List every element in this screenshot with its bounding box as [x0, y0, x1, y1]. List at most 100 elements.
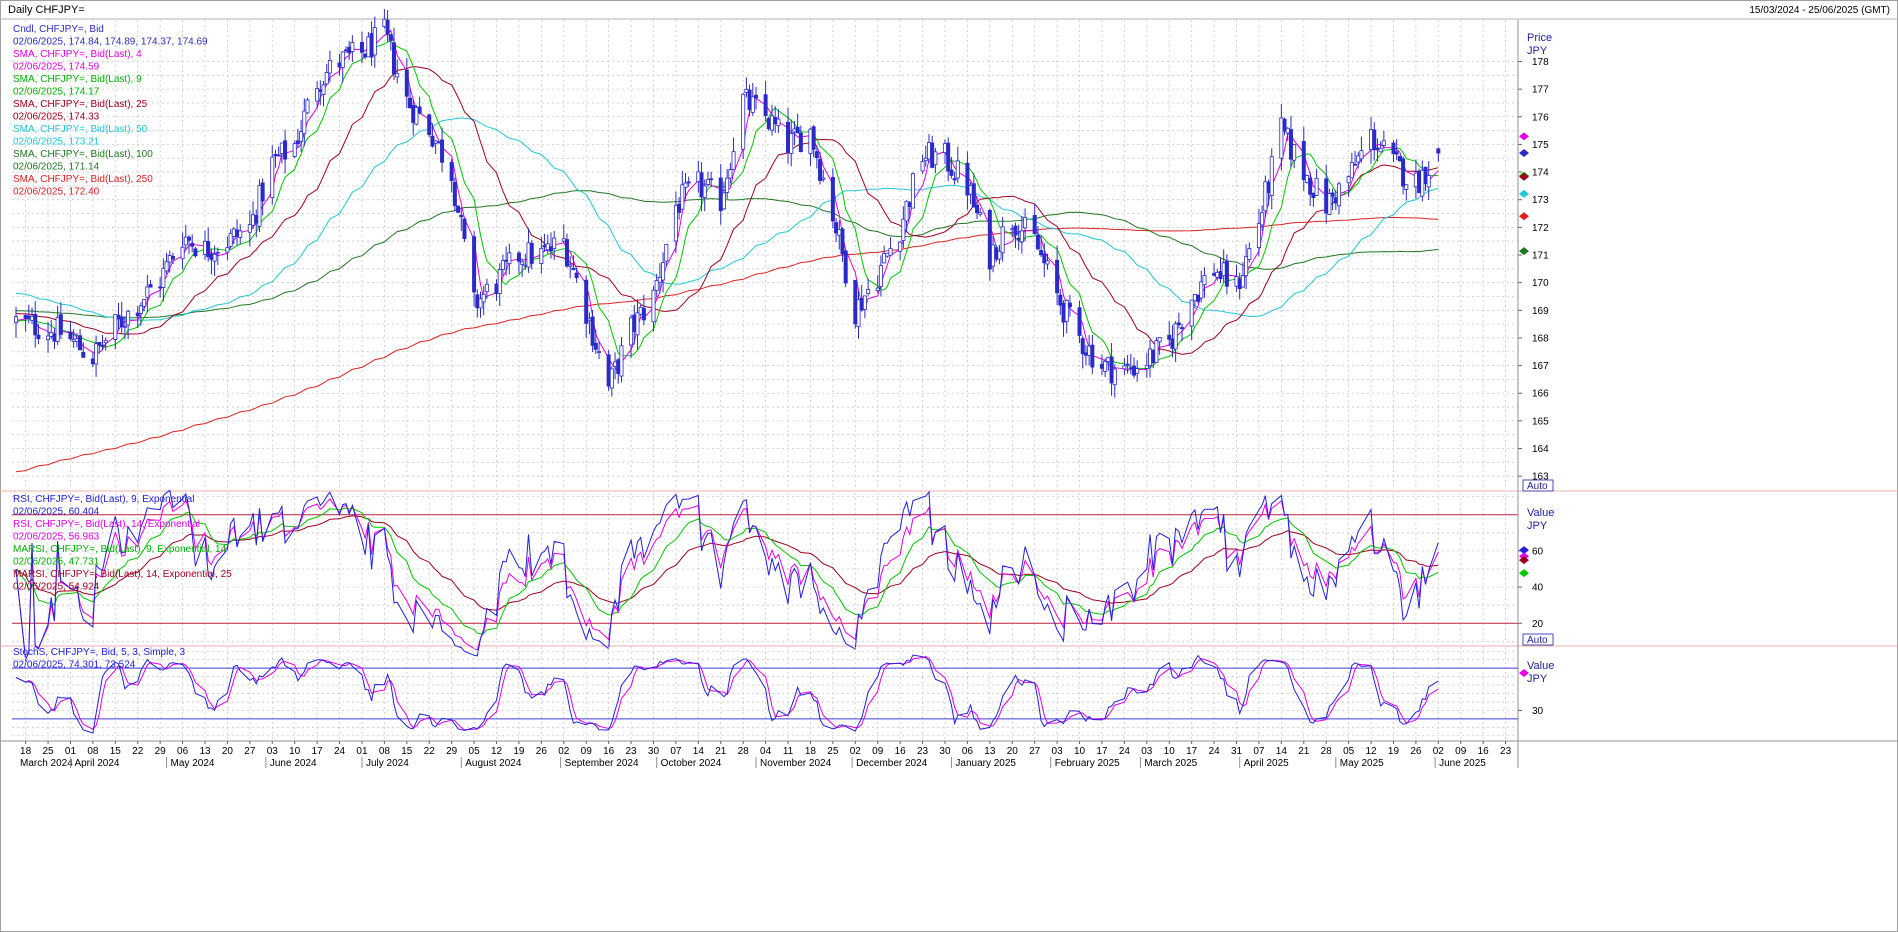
- candle-body: [417, 106, 422, 114]
- price-axis-title: Price: [1527, 32, 1552, 44]
- candle: [180, 232, 185, 270]
- candle-body: [933, 151, 938, 166]
- candle-body: [247, 224, 252, 233]
- time-tick-label: 15: [110, 746, 122, 757]
- candle: [340, 51, 345, 83]
- candle-body: [987, 210, 992, 270]
- time-tick-label: 12: [491, 746, 503, 757]
- candle-body: [1401, 158, 1406, 187]
- time-tick-label: 15: [401, 746, 413, 757]
- candle-body: [568, 264, 573, 267]
- candle: [257, 179, 262, 233]
- candle-body: [683, 182, 688, 188]
- candle-body: [718, 177, 723, 212]
- candle: [1064, 299, 1069, 334]
- sma-25-line: [15, 66, 1439, 355]
- candle: [1304, 174, 1309, 184]
- candle-body: [795, 126, 800, 134]
- candle-body: [786, 121, 791, 154]
- candle: [1125, 355, 1130, 374]
- time-tick-label: 11: [783, 746, 794, 757]
- candle-body: [369, 33, 374, 58]
- time-tick-label: 24: [1119, 746, 1131, 757]
- candle: [1240, 262, 1245, 288]
- candle: [327, 50, 332, 83]
- price-tick-label: 171: [1532, 251, 1549, 262]
- candle-body: [478, 298, 483, 309]
- candle: [1308, 171, 1313, 206]
- candle-body: [1192, 294, 1197, 302]
- candle: [186, 235, 191, 254]
- candle-body: [991, 244, 996, 267]
- time-tick-label: 22: [132, 746, 144, 757]
- candle-body: [94, 343, 99, 365]
- candle: [878, 255, 883, 297]
- time-tick-label: 24: [334, 746, 346, 757]
- candle: [270, 145, 275, 205]
- candle-body: [548, 246, 553, 252]
- candle-body: [161, 267, 166, 288]
- candle: [350, 35, 355, 62]
- candle: [215, 247, 220, 266]
- candle-body: [436, 140, 441, 143]
- candle-body: [97, 341, 102, 346]
- candle: [100, 334, 105, 351]
- candle-body: [1013, 225, 1018, 236]
- candle-body: [500, 260, 505, 270]
- candle-body: [382, 18, 387, 27]
- candle-body: [702, 185, 707, 198]
- candle-body: [148, 284, 153, 288]
- candle-body: [574, 272, 579, 279]
- candle-body: [1260, 212, 1265, 226]
- candle-body: [811, 126, 816, 150]
- candle-body: [299, 131, 304, 142]
- price-tick-label: 168: [1532, 333, 1549, 344]
- candle-body: [494, 283, 499, 294]
- candle-body: [677, 203, 682, 213]
- candle: [452, 177, 457, 212]
- month-label: March 2025: [1144, 758, 1197, 769]
- rsi-tick-label: 60: [1532, 546, 1544, 557]
- candle: [590, 310, 595, 353]
- candle-body: [971, 183, 976, 208]
- candle-body: [529, 242, 534, 264]
- time-tick-label: 09: [581, 746, 593, 757]
- candle: [856, 290, 861, 339]
- candle-body: [231, 228, 236, 237]
- candle: [119, 301, 124, 335]
- last-value-marker: [1519, 148, 1529, 157]
- candle: [731, 137, 736, 171]
- candle-body: [1215, 271, 1220, 278]
- auto-scale-label: Auto: [1527, 481, 1548, 492]
- auto-scale-button: [1522, 479, 1554, 492]
- price-tick-label: 163: [1532, 472, 1549, 483]
- time-tick-label: 25: [827, 746, 839, 757]
- candle: [898, 240, 903, 261]
- candle-body: [680, 184, 685, 210]
- candle-body: [1045, 260, 1050, 265]
- candle-body: [209, 253, 214, 260]
- candle-body: [821, 177, 826, 180]
- time-tick-label: 17: [1096, 746, 1108, 757]
- candle-body: [888, 247, 893, 256]
- candle-body: [1397, 155, 1402, 162]
- candle-body: [23, 315, 28, 319]
- candle-body: [1067, 302, 1072, 308]
- candle: [1176, 312, 1181, 329]
- candle-body: [100, 344, 105, 347]
- candle-body: [206, 241, 211, 258]
- time-tick-label: 08: [87, 746, 99, 757]
- candle-body: [747, 89, 752, 111]
- candle: [1202, 267, 1207, 298]
- candle-body: [840, 228, 845, 255]
- candle-body: [920, 161, 925, 172]
- legend-name: SMA, CHFJPY=, Bid(Last), 9: [13, 74, 142, 85]
- stochastic-d-line: [15, 656, 1439, 731]
- candle: [971, 173, 976, 208]
- time-tick-label: 10: [1164, 746, 1176, 757]
- time-tick-label: 05: [1343, 746, 1355, 757]
- candle: [1301, 126, 1306, 191]
